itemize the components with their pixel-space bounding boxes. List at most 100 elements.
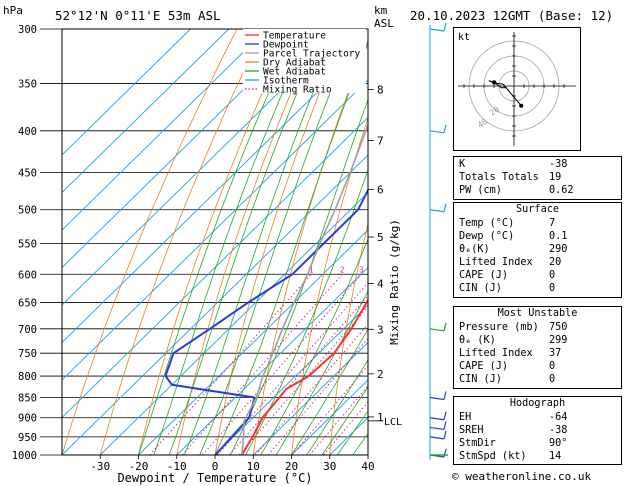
pressure-tick-label: 350 (18, 79, 37, 91)
wind-barb-feather (443, 322, 447, 331)
most-unstable-row: CIN (J) 0 (454, 373, 621, 386)
wind-barb (429, 322, 447, 332)
pressure-tick-label: 800 (18, 371, 37, 383)
pressure-tick-label: 750 (18, 348, 37, 360)
wind-barbs (429, 22, 448, 460)
index-label: Totals Totals (459, 172, 539, 183)
wet-adiabat-line (168, 29, 325, 455)
station-label: 52°12'N 0°11'E 53m ASL (55, 8, 221, 23)
isotherm-line (176, 266, 368, 455)
hodograph-stats-panel: Hodograph EH -64 SREH -38 StmDir 90° StmSpd (k… (453, 396, 622, 465)
pressure-tick-label: 550 (18, 238, 37, 250)
dry-adiabat-line (176, 29, 319, 455)
index-label: PW (cm) (459, 185, 502, 196)
hodograph-stat-value: -64 (549, 412, 568, 423)
wind-barb-feather (443, 391, 447, 400)
surface-row: θₑ(K) 290 (454, 243, 621, 256)
most-unstable-value: 0 (549, 374, 556, 385)
wet-adiabat-line (291, 328, 368, 455)
legend-entry: Temperature (263, 31, 326, 42)
index-value: 0.62 (549, 185, 574, 196)
legend-entry: Isotherm (263, 76, 309, 87)
legend-entry: Dry Adiabat (263, 58, 326, 69)
hodograph-stat-label: SREH (459, 425, 484, 436)
index-row: K -38 (454, 158, 621, 171)
surface-value: 0 (549, 283, 556, 294)
temperature-tick-label: -30 (90, 460, 110, 473)
wind-barb-feather (443, 203, 447, 212)
hodograph-panel: kt 20 40 (453, 27, 581, 151)
isotherm-line (62, 41, 368, 344)
wind-barb-shaft (429, 28, 445, 32)
dry-adiabat-line (99, 29, 265, 455)
surface-title: Surface (516, 204, 559, 215)
hodograph-ring-label: 20 (488, 105, 501, 118)
dry-adiabat-line (621, 29, 629, 455)
surface-label: CIN (J) (459, 283, 502, 294)
hodograph-point (492, 80, 497, 85)
plot-axes: 3003504004505005506006507007508008509009… (12, 24, 402, 473)
isotherm-line (62, 29, 268, 231)
temperature-tick-label: 0 (212, 460, 219, 473)
pressure-tick-label: 400 (18, 126, 37, 138)
most-unstable-row: CAPE (J) 0 (454, 360, 621, 373)
copyright-footer: © weatheronline.co.uk (452, 470, 592, 483)
wind-barb-feather (443, 421, 447, 430)
hodograph-stat-label: StmDir (459, 438, 496, 449)
wet-adiabat-line (138, 29, 298, 455)
wind-barb (429, 22, 447, 32)
pressure-tick-label: 650 (18, 298, 37, 310)
temperature-tick-label: 10 (247, 460, 260, 473)
mixing-ratio-line (181, 273, 343, 455)
surface-value: 7 (549, 218, 556, 229)
hodograph-unit-label: kt (458, 32, 470, 43)
wet-adiabat-line (214, 42, 368, 455)
hodograph-stat-label: StmSpd (kt) (459, 451, 527, 462)
mixing-ratio-line (291, 364, 368, 455)
most-unstable-value: 750 (549, 322, 568, 333)
surface-value: 0.1 (549, 231, 568, 242)
wind-barb (429, 411, 447, 421)
pressure-tick-label: 300 (18, 24, 37, 36)
wet-adiabat-line (199, 29, 357, 455)
wind-barb-shaft (429, 396, 445, 401)
most-unstable-row: Lifted Index 37 (454, 347, 621, 360)
most-unstable-value: 0 (549, 361, 556, 372)
dry-adiabat-line (138, 29, 292, 455)
surface-label: θₑ(K) (459, 244, 490, 255)
hodograph-storm-vector (502, 83, 522, 107)
surface-label: CAPE (J) (459, 270, 509, 281)
temperature-tick-label: -10 (167, 460, 187, 473)
altitude-tick-label: 5 (377, 231, 384, 244)
legend-background (243, 29, 366, 93)
surface-value: 0 (549, 270, 556, 281)
wind-barb (429, 430, 447, 440)
hodograph-stat-row: SREH -38 (454, 424, 621, 437)
isotherm-line (62, 154, 368, 455)
temperature-tick-label: 40 (361, 460, 374, 473)
altitude-tick-label: 1 (377, 411, 384, 424)
surface-label: Lifted Index (459, 257, 533, 268)
mixing-ratio-label: 1 (309, 265, 314, 274)
most-unstable-value: 299 (549, 335, 568, 346)
hodograph-stat-value: -38 (549, 425, 568, 436)
wind-barb-feather (443, 22, 447, 32)
wet-adiabat-line (306, 359, 368, 455)
altitude-tick-label: 2 (377, 368, 384, 381)
datetime-label: 20.10.2023 12GMT (Base: 12) (410, 8, 614, 23)
altitude-tick-label: 7 (377, 134, 384, 147)
most-unstable-label: CIN (J) (459, 374, 502, 385)
legend-entry: Parcel Trajectory (263, 49, 361, 60)
mixing-ratio-line (202, 273, 362, 455)
hodograph-stat-value: 90° (549, 438, 568, 449)
dry-adiabat-line (291, 117, 368, 455)
altitude-tick-label: 6 (377, 183, 384, 196)
most-unstable-value: 37 (549, 348, 562, 359)
most-unstable-row: Pressure (mb) 750 (454, 321, 621, 334)
hodograph-stat-label: EH (459, 412, 472, 423)
hodograph-stat-value: 14 (549, 451, 562, 462)
wind-barb (429, 203, 447, 213)
pressure-tick-label: 600 (18, 269, 37, 281)
parcel-trajectory (241, 122, 368, 455)
